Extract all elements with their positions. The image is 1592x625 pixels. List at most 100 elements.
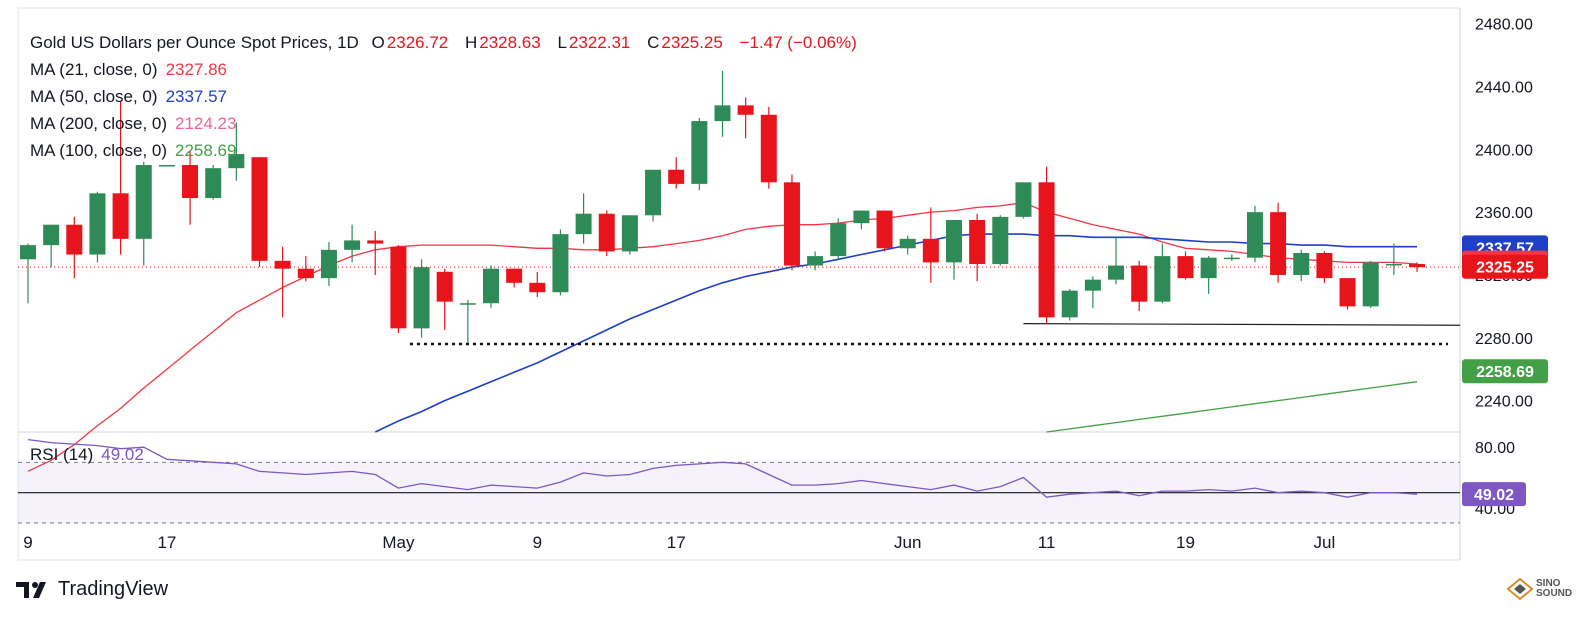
- candle-body: [969, 220, 986, 264]
- candle-body: [344, 240, 361, 250]
- candle-body: [367, 240, 384, 244]
- candle-body: [1362, 262, 1379, 307]
- candle-body: [1154, 256, 1171, 302]
- candle-body: [645, 169, 662, 216]
- candle-body: [760, 114, 777, 183]
- price-badge: [1462, 254, 1548, 279]
- indicator-ma200[interactable]: MA (200, close, 0) 2124.23: [30, 111, 869, 138]
- candle-body: [830, 223, 847, 257]
- price-tick-label: 2480.00: [1475, 17, 1533, 34]
- moving-average-lines: [27, 202, 1418, 472]
- time-axis: 9 17 May 9 17 Jun 11 19 Jul: [23, 533, 1335, 552]
- rsi-tick-label: 80.00: [1475, 440, 1515, 457]
- candle-body: [621, 215, 638, 252]
- rsi-pane: [18, 438, 1460, 524]
- support-levels: [18, 266, 1461, 346]
- ma50-line: [374, 233, 1417, 433]
- candle-body: [483, 268, 499, 304]
- candlestick-series: [20, 70, 1425, 343]
- price-badge: [1462, 359, 1548, 384]
- candle-body: [1061, 290, 1078, 318]
- open-value: 2326.72: [386, 33, 449, 52]
- rsi-label: RSI (14): [30, 445, 94, 464]
- indicator-ma100[interactable]: MA (100, close, 0) 2258.69: [30, 138, 869, 165]
- watermark-icon: [1507, 578, 1533, 600]
- candle-body: [853, 210, 870, 224]
- high-value: 2328.63: [479, 33, 541, 52]
- price-tick-label: 2400.00: [1475, 142, 1533, 159]
- indicator-label: MA (21, close, 0): [30, 60, 158, 79]
- candle-body: [899, 238, 916, 249]
- candle-body: [714, 105, 731, 122]
- time-tick-label: Jun: [894, 533, 921, 552]
- candle-body: [783, 182, 800, 266]
- candle-body: [807, 256, 824, 266]
- rsi-badge-label: 49.02: [1474, 487, 1514, 504]
- candle-body: [1084, 279, 1101, 291]
- rsi-badge: [1462, 482, 1526, 507]
- price-tick-label: 2360.00: [1475, 205, 1533, 222]
- candle-body: [1131, 265, 1148, 302]
- time-tick-label: 9: [533, 533, 542, 552]
- indicator-value: 2327.86: [165, 60, 228, 79]
- candle-body: [1409, 263, 1425, 268]
- indicator-ma21[interactable]: MA (21, close, 0) 2327.86: [30, 57, 869, 84]
- candle-body: [1038, 182, 1055, 318]
- candle-body: [1108, 265, 1125, 280]
- candle-body: [737, 105, 754, 115]
- price-badge-label: 2325.25: [1476, 260, 1534, 277]
- time-tick-label: May: [382, 533, 415, 552]
- candle-body: [390, 246, 407, 329]
- price-tick-label: 2440.00: [1475, 80, 1533, 97]
- candle-body: [922, 238, 939, 263]
- candle-body: [1270, 212, 1287, 275]
- candle-body: [1223, 257, 1240, 260]
- candle-body: [274, 260, 291, 269]
- candle-body: [876, 210, 893, 249]
- candle-body: [529, 282, 546, 293]
- open-label: O: [371, 33, 385, 52]
- candle-body: [205, 168, 222, 199]
- rsi-legend[interactable]: RSI (14) 49.02: [30, 445, 144, 465]
- close-value: 2325.25: [661, 33, 723, 52]
- candle-body: [1385, 263, 1402, 266]
- symbol-row: Gold US Dollars per Ounce Spot Prices, 1…: [30, 30, 869, 57]
- candle-body: [413, 267, 430, 329]
- indicator-ma50[interactable]: MA (50, close, 0) 2337.57: [30, 84, 869, 111]
- candle-body: [112, 193, 129, 239]
- candle-body: [668, 169, 685, 184]
- candle-body: [1293, 252, 1310, 275]
- watermark-text: SINO SOUND: [1536, 578, 1573, 599]
- tradingview-brand[interactable]: TradingView: [16, 578, 168, 601]
- candle-body: [1339, 278, 1356, 307]
- candle-body: [158, 165, 175, 167]
- ma100-line: [1046, 381, 1418, 433]
- candle-body: [552, 234, 569, 293]
- indicator-label: MA (100, close, 0): [30, 141, 168, 160]
- low-label: L: [557, 33, 567, 52]
- candle-body: [1316, 252, 1333, 279]
- candle-body: [506, 268, 523, 283]
- indicator-label: MA (50, close, 0): [30, 87, 158, 106]
- candle-body: [575, 213, 592, 235]
- time-tick-label: Jul: [1314, 533, 1336, 552]
- rsi-value: 49.02: [101, 445, 144, 464]
- candle-body: [228, 154, 245, 169]
- time-tick-label: 11: [1038, 533, 1056, 552]
- high-label: H: [464, 33, 478, 52]
- candle-body: [20, 245, 36, 260]
- rsi-line: [27, 438, 1418, 498]
- candle-body: [297, 268, 314, 279]
- candle-body: [66, 224, 83, 255]
- indicator-value: 2337.57: [165, 87, 228, 106]
- sino-sound-watermark: SINO SOUND: [1507, 578, 1582, 600]
- low-value: 2322.31: [568, 33, 631, 52]
- candle-body: [691, 121, 708, 184]
- candle-body: [1200, 257, 1217, 279]
- ma21-line: [27, 202, 1418, 472]
- close-label: C: [647, 33, 660, 52]
- price-tick-label: 2280.00: [1475, 331, 1533, 348]
- indicator-value: 2258.69: [175, 141, 237, 160]
